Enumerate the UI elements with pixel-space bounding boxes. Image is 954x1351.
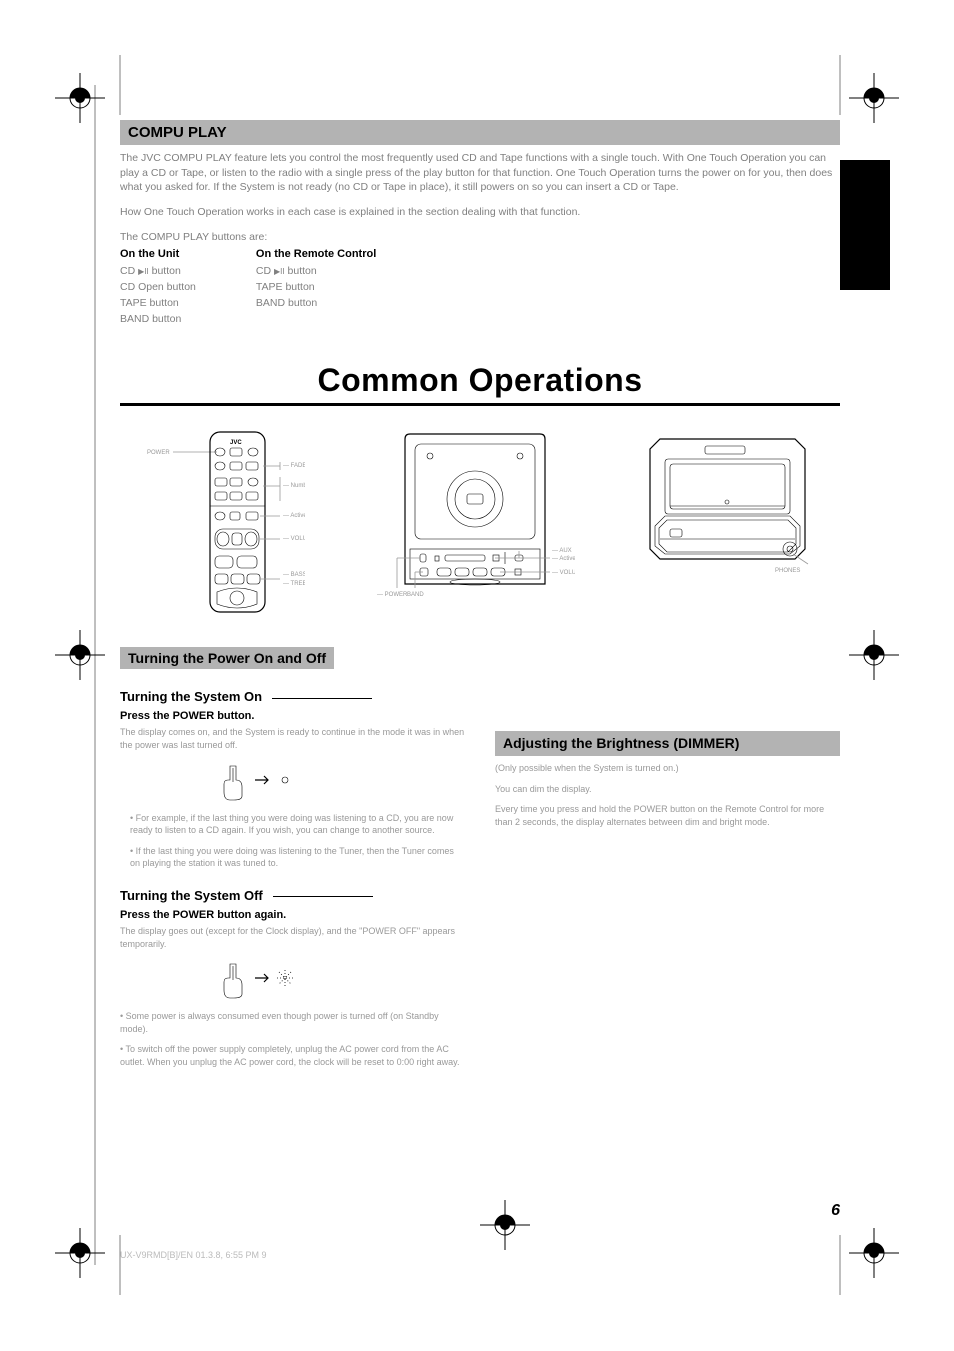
power-on-instr: Press the POWER button. (120, 710, 465, 722)
main-title: Common Operations (120, 362, 840, 399)
power-off-note: The display goes out (except for the Clo… (120, 925, 465, 950)
svg-text:— Active Bass EX.: — Active Bass EX. (283, 513, 305, 519)
svg-text:— FADE MUTING: — FADE MUTING (283, 463, 305, 469)
svg-text:— Active Bass EX.: — Active Bass EX. (552, 556, 575, 562)
power-on-note: The display comes on, and the System is … (120, 726, 465, 751)
compu-play-para2: How One Touch Operation works in each ca… (120, 205, 840, 220)
top-unit-diagram: PHONES (645, 424, 815, 579)
svg-text:JVC: JVC (230, 440, 242, 446)
dimmer-body2: You can dim the display. (495, 783, 840, 796)
on-unit-label: On the Unit (120, 248, 196, 260)
finger-press-on-icon (220, 762, 465, 802)
svg-text:POWER: POWER (147, 450, 170, 456)
footer-text: UX-V9RMD[B]/EN 01.3.8, 6:55 PM (120, 1250, 267, 1260)
crop-mark-bl (55, 1228, 105, 1278)
crop-mark-br (849, 1228, 899, 1278)
system-on-heading: Turning the System On (120, 689, 465, 704)
svg-text:PHONES: PHONES (775, 568, 800, 574)
svg-text:— AUX: — AUX (552, 548, 572, 554)
crop-mark-ml (55, 630, 105, 680)
crop-mark-tl (55, 73, 105, 123)
dimmer-body3: Every time you press and hold the POWER … (495, 803, 840, 828)
power-off-instr: Press the POWER button again. (120, 909, 465, 921)
unit-btn-2: CD Open button (120, 280, 196, 296)
unit-btn-3: TAPE button (120, 296, 196, 312)
unit-btn-1: CD ▶II button (120, 264, 196, 280)
svg-text:— POWER: — POWER (377, 592, 408, 598)
unit-btn-4: BAND button (120, 312, 196, 328)
svg-text:— VOLUME +,–: — VOLUME +,– (552, 570, 575, 576)
svg-text:— Number buttons: — Number buttons (283, 483, 305, 489)
page-number: 6 (831, 1202, 840, 1220)
chapter-tab (840, 160, 890, 290)
crop-mark-tr (849, 73, 899, 123)
front-unit-diagram: — POWER BAND — AUX — Active Bass EX. — V… (375, 424, 575, 629)
compu-play-para3: The COMPU PLAY buttons are: (120, 230, 840, 245)
power-heading: Turning the Power On and Off (120, 647, 334, 669)
finger-press-off-icon (220, 960, 465, 1000)
dimmer-heading: Adjusting the Brightness (DIMMER) (495, 731, 840, 756)
svg-text:BAND: BAND (407, 592, 424, 598)
svg-text:— BASS: — BASS (283, 572, 305, 578)
remote-diagram: POWER JVC (145, 424, 305, 629)
on-remote-label: On the Remote Control (256, 248, 376, 260)
system-off-heading: Turning the System Off (120, 888, 465, 903)
dimmer-body1: (Only possible when the System is turned… (495, 762, 840, 775)
compu-play-para1: The JVC COMPU PLAY feature lets you cont… (120, 151, 840, 195)
on-bullet-2: • If the last thing you were doing was l… (130, 845, 465, 870)
remote-btn-1: CD ▶II button (256, 264, 376, 280)
crop-mark-mr (849, 630, 899, 680)
title-underline (120, 403, 840, 406)
svg-text:— TREBLE: — TREBLE (283, 581, 305, 587)
off-extra-1: • Some power is always consumed even tho… (120, 1010, 465, 1035)
svg-text:— VOLUME +,–: — VOLUME +,– (283, 536, 305, 542)
off-extra-2: • To switch off the power supply complet… (120, 1043, 465, 1068)
remote-btn-2: TAPE button (256, 280, 376, 296)
diagrams-row: POWER JVC (120, 424, 840, 629)
remote-btn-3: BAND button (256, 296, 376, 312)
on-bullet-1: • For example, if the last thing you wer… (130, 812, 465, 837)
compu-play-heading: COMPU PLAY (120, 120, 840, 145)
